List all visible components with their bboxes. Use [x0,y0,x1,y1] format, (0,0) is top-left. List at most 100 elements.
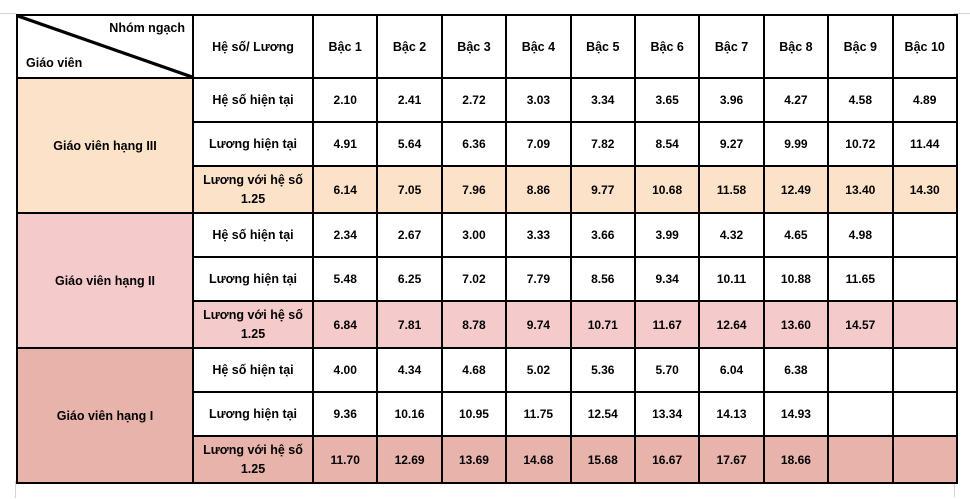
value-cell: 12.49 [762,165,830,214]
value-cell: 11.44 [891,121,958,167]
value-cell: 3.96 [698,77,765,123]
value-cell [891,435,958,484]
value-cell: 2.10 [311,77,379,123]
row-type-label: Lương hiện tại [192,121,314,167]
value-cell: 10.88 [762,256,830,302]
value-cell: 6.04 [698,347,765,393]
corner-label-giao-vien: Giáo viên [26,56,83,70]
value-cell [891,300,958,349]
value-cell: 14.57 [827,300,894,349]
teacher-salary-table: Nhóm ngạch Giáo viên Hệ số/ Lương Bậc 1 B… [16,14,958,484]
value-cell: 10.11 [698,256,765,302]
value-cell: 6.36 [440,121,508,167]
value-cell [827,435,894,484]
value-cell: 4.98 [827,212,894,258]
row-type-label: Lương hiện tại [192,391,314,437]
value-cell: 14.93 [762,391,830,437]
value-cell: 3.00 [440,212,508,258]
value-cell: 4.91 [311,121,379,167]
value-cell: 5.48 [311,256,379,302]
value-cell: 3.65 [633,77,701,123]
table-row: Giáo viên hạng I Hệ số hiện tại 4.00 4.34 4.… [16,347,958,484]
measure-column-header: Hệ số/ Lương [192,14,314,79]
value-cell [827,391,894,437]
table-row: Lương hiện tại 9.36 10.16 10.95 11.75 12.54 13… [17,391,958,437]
table-row: Lương hiện tại 5.48 6.25 7.02 7.79 8.56 9.34 10… [17,256,958,302]
value-cell: 5.64 [376,121,443,167]
group-label-hang-2: Giáo viên hạng II [16,212,194,349]
diagonal-divider-line [19,17,191,76]
level-header-bac-9: Bậc 9 [827,14,894,79]
level-header-bac-7: Bậc 7 [698,14,765,79]
row-type-label: Lương với hệ số 1.25 [192,165,314,214]
level-header-bac-4: Bậc 4 [505,14,572,79]
value-cell: 10.71 [569,300,636,349]
gridline-remnant-bottom-left [15,481,16,498]
level-header-bac-8: Bậc 8 [762,14,830,79]
corner-cell: Nhóm ngạch Giáo viên [16,14,194,79]
table-row: Lương với hệ số 1.25 6.84 7.81 8.78 9.74 10.7… [17,300,958,349]
table-row: Giáo viên hạng III Hệ số hiện tại 2.10 2.41… [16,77,958,214]
value-cell: 4.65 [762,212,830,258]
value-cell: 8.56 [569,256,636,302]
value-cell: 3.34 [569,77,636,123]
level-header-bac-1: Bậc 1 [311,14,379,79]
value-cell: 4.58 [827,77,894,123]
gridline-remnant-bottom-right [954,481,955,497]
value-cell: 17.67 [698,435,765,484]
value-cell: 9.27 [698,121,765,167]
header-row: Nhóm ngạch Giáo viên Hệ số/ Lương Bậc 1 B… [16,14,958,79]
value-cell: 4.34 [376,347,443,393]
corner-label-nhom-ngach: Nhóm ngạch [109,21,185,35]
value-cell: 7.81 [376,300,443,349]
table-row: Lương với hệ số 1.25 11.70 12.69 13.69 14.68… [17,435,958,484]
row-type-label: Hệ số hiện tại [192,77,314,123]
value-cell: 10.95 [440,391,508,437]
value-cell: 3.99 [633,212,701,258]
value-cell: 9.36 [311,391,379,437]
value-cell: 6.14 [311,165,379,214]
value-cell: 13.40 [827,165,894,214]
value-cell: 2.67 [376,212,443,258]
value-cell: 2.41 [376,77,443,123]
value-cell: 7.05 [376,165,443,214]
group-label-hang-1: Giáo viên hạng III [16,77,194,214]
value-cell: 9.99 [762,121,830,167]
value-cell: 11.58 [698,165,765,214]
value-cell: 7.09 [505,121,572,167]
value-cell: 6.84 [311,300,379,349]
row-type-label: Lương hiện tại [192,256,314,302]
value-cell [891,256,958,302]
value-cell: 11.67 [633,300,701,349]
value-cell: 9.74 [505,300,572,349]
value-cell: 18.66 [762,435,830,484]
value-cell: 7.79 [505,256,572,302]
value-cell: 6.38 [762,347,830,393]
row-type-label: Lương với hệ số 1.25 [192,300,314,349]
level-header-bac-5: Bậc 5 [569,14,636,79]
value-cell [827,347,894,393]
value-cell: 14.13 [698,391,765,437]
value-cell: 3.03 [505,77,572,123]
level-header-bac-6: Bậc 6 [633,14,701,79]
value-cell: 13.60 [762,300,830,349]
value-cell: 4.00 [311,347,379,393]
value-cell: 3.33 [505,212,572,258]
value-cell [891,347,958,393]
gridline-remnant-top-left [0,13,17,14]
value-cell: 14.68 [505,435,572,484]
value-cell: 13.69 [440,435,508,484]
value-cell: 2.34 [311,212,379,258]
value-cell: 13.34 [633,391,701,437]
value-cell: 10.68 [633,165,701,214]
value-cell: 10.72 [827,121,894,167]
value-cell: 14.30 [891,165,958,214]
value-cell: 11.65 [827,256,894,302]
row-type-label: Lương với hệ số 1.25 [192,435,314,484]
value-cell: 8.54 [633,121,701,167]
table-row: Giáo viên hạng II Hệ số hiện tại 2.34 2.67 3… [16,212,958,349]
value-cell: 9.77 [569,165,636,214]
gridline-remnant-top-right [954,13,970,14]
value-cell: 11.75 [505,391,572,437]
